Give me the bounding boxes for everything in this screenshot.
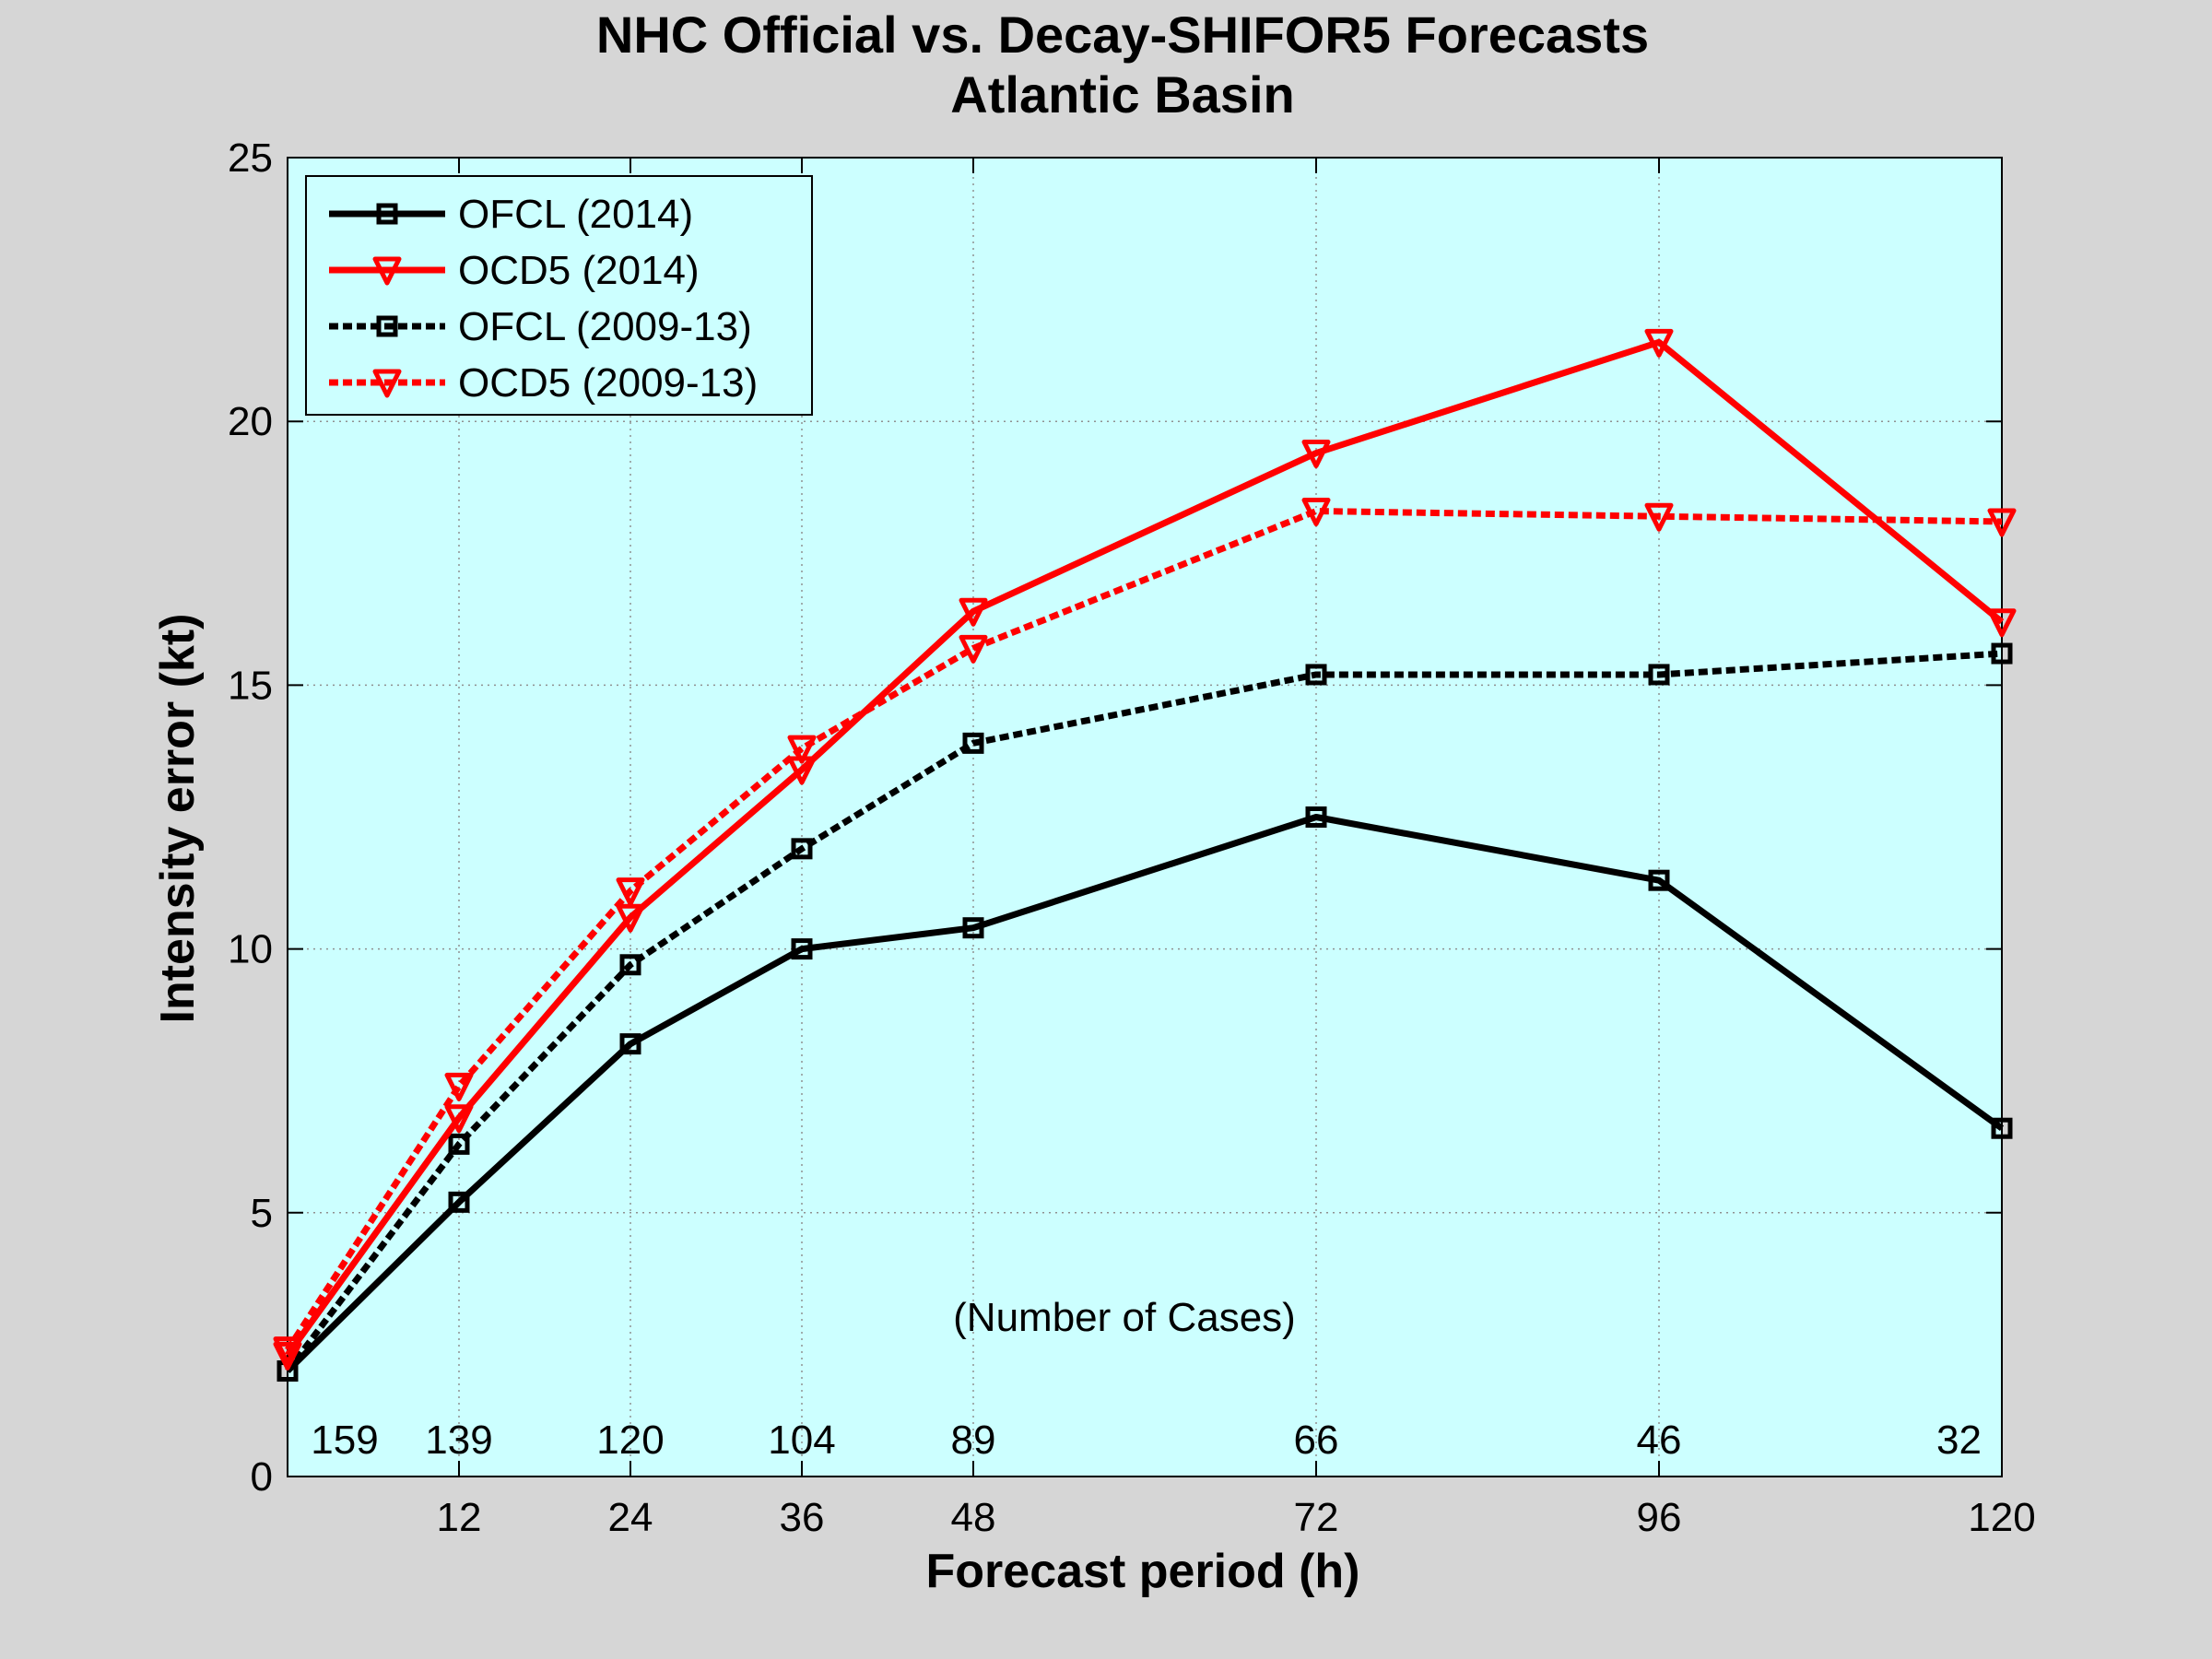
x-tick-label: 12 xyxy=(437,1495,482,1540)
legend-marker xyxy=(376,315,398,337)
x-axis-label: Forecast period (h) xyxy=(926,1545,1360,1598)
case-count-label: 159 xyxy=(311,1418,378,1463)
data-point xyxy=(1987,508,2017,537)
series-line xyxy=(285,814,2005,1374)
legend-item: OFCL (2009-13) xyxy=(329,304,752,349)
axis-ticks: 12 24 36 48 72 96 120 0 5 10 15 20 25 xyxy=(228,135,2036,1540)
chart-title: NHC Official vs. Decay-SHIFOR5 Forecasts xyxy=(596,6,1649,64)
case-count-label: 120 xyxy=(596,1418,664,1463)
y-tick-label: 10 xyxy=(228,927,273,972)
legend-label: OFCL (2014) xyxy=(458,192,693,237)
y-tick-label: 15 xyxy=(228,663,273,708)
data-point xyxy=(959,597,988,627)
series-line xyxy=(285,338,2005,1358)
y-tick-label: 5 xyxy=(251,1191,273,1236)
data-point xyxy=(273,1341,302,1371)
data-point xyxy=(962,917,984,939)
case-count-label: 32 xyxy=(1936,1418,1982,1463)
cases-annotation: (Number of Cases) xyxy=(953,1295,1296,1340)
data-point xyxy=(616,903,645,933)
data-point xyxy=(791,838,813,860)
data-point xyxy=(1648,869,1670,891)
data-point xyxy=(787,756,817,785)
x-tick-label: 48 xyxy=(951,1495,996,1540)
x-tick-label: 96 xyxy=(1637,1495,1682,1540)
series-ofcl-2009-13 xyxy=(276,642,2013,1382)
y-tick-label: 20 xyxy=(228,399,273,444)
series-line xyxy=(285,508,2003,1352)
data-point xyxy=(1305,664,1327,686)
data-point xyxy=(1301,440,1331,469)
series-line xyxy=(285,650,2003,1373)
data-point xyxy=(616,877,645,907)
legend-marker xyxy=(376,203,398,225)
y-axis-label: Intensity error (kt) xyxy=(151,614,205,1024)
data-point xyxy=(1301,498,1331,527)
legend: OFCL (2014) OCD5 (2014) OFCL (2009-13) OCD5… xyxy=(305,175,813,416)
legend-label: OCD5 (2014) xyxy=(458,248,700,293)
data-point xyxy=(1987,608,2017,638)
case-count-label: 46 xyxy=(1637,1418,1682,1463)
x-tick-label: 24 xyxy=(608,1495,653,1540)
legend-label: OCD5 (2009-13) xyxy=(458,360,758,406)
data-point xyxy=(1991,642,2013,665)
data-point xyxy=(1648,664,1670,686)
case-count-label: 139 xyxy=(425,1418,492,1463)
case-count-label: 104 xyxy=(768,1418,835,1463)
series-layer xyxy=(273,328,2017,1382)
series-ocd5-2014 xyxy=(273,328,2017,1371)
data-point xyxy=(444,1104,474,1134)
case-count-labels: 159 139 120 104 89 66 46 32 xyxy=(311,1418,1982,1463)
data-point xyxy=(1644,502,1674,532)
data-point xyxy=(787,735,817,764)
case-count-label: 66 xyxy=(1294,1418,1339,1463)
series-ofcl-2014 xyxy=(276,806,2013,1382)
chart-subtitle: Atlantic Basin xyxy=(950,65,1294,124)
data-point xyxy=(1644,328,1674,358)
data-point xyxy=(619,1033,641,1055)
data-point xyxy=(791,938,813,960)
plot-frame xyxy=(287,157,2003,1477)
data-point xyxy=(444,1072,474,1101)
data-point xyxy=(1991,1117,2013,1139)
series-ocd5-2009-13 xyxy=(273,498,2017,1366)
data-point xyxy=(962,732,984,754)
y-tick-label: 0 xyxy=(251,1454,273,1500)
x-tick-label: 72 xyxy=(1294,1495,1339,1540)
legend-item: OFCL (2014) xyxy=(329,192,693,237)
x-tick-label: 120 xyxy=(1968,1495,2035,1540)
legend-marker xyxy=(372,256,402,286)
data-point xyxy=(619,954,641,976)
legend-item: OCD5 (2014) xyxy=(329,248,700,293)
y-tick-label: 25 xyxy=(228,135,273,181)
data-point xyxy=(448,1191,470,1213)
x-tick-label: 36 xyxy=(780,1495,825,1540)
data-point xyxy=(959,634,988,664)
data-point xyxy=(1305,806,1327,828)
legend-label: OFCL (2009-13) xyxy=(458,304,752,349)
case-count-label: 89 xyxy=(951,1418,996,1463)
legend-item: OCD5 (2009-13) xyxy=(329,360,758,406)
legend-marker xyxy=(372,369,402,398)
data-point xyxy=(448,1133,470,1155)
